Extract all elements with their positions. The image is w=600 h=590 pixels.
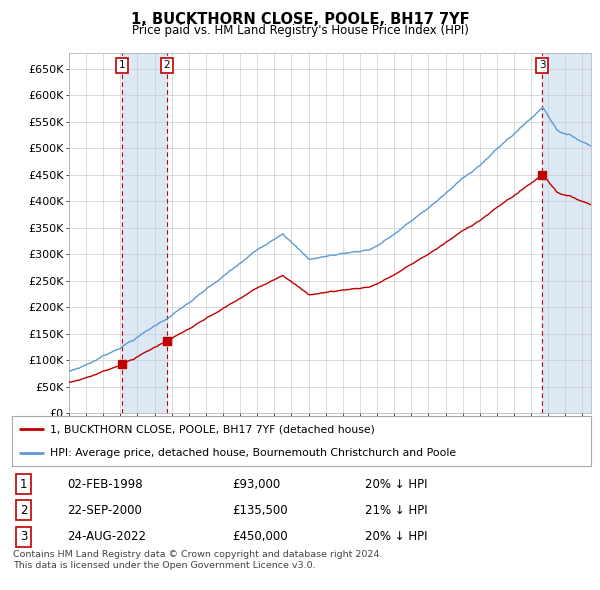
Text: 2: 2 [20,504,28,517]
Text: 1: 1 [119,60,125,70]
Text: 21% ↓ HPI: 21% ↓ HPI [365,504,428,517]
Text: This data is licensed under the Open Government Licence v3.0.: This data is licensed under the Open Gov… [13,560,316,569]
Text: 1: 1 [20,477,28,490]
Text: £450,000: £450,000 [232,530,287,543]
Text: 22-SEP-2000: 22-SEP-2000 [67,504,142,517]
Bar [122,53,167,413]
Text: 3: 3 [539,60,545,70]
Bar [542,53,591,413]
Text: Price paid vs. HM Land Registry's House Price Index (HPI): Price paid vs. HM Land Registry's House … [131,24,469,37]
Text: 02-FEB-1998: 02-FEB-1998 [67,477,143,490]
Text: 1, BUCKTHORN CLOSE, POOLE, BH17 7YF (detached house): 1, BUCKTHORN CLOSE, POOLE, BH17 7YF (det… [50,424,374,434]
Text: £93,000: £93,000 [232,477,280,490]
Text: 2: 2 [164,60,170,70]
Text: 20% ↓ HPI: 20% ↓ HPI [365,477,428,490]
Text: 1, BUCKTHORN CLOSE, POOLE, BH17 7YF: 1, BUCKTHORN CLOSE, POOLE, BH17 7YF [131,12,469,27]
Text: £135,500: £135,500 [232,504,287,517]
Text: 20% ↓ HPI: 20% ↓ HPI [365,530,428,543]
Text: HPI: Average price, detached house, Bournemouth Christchurch and Poole: HPI: Average price, detached house, Bour… [50,448,456,458]
Text: 3: 3 [20,530,27,543]
Text: 24-AUG-2022: 24-AUG-2022 [67,530,146,543]
Text: Contains HM Land Registry data © Crown copyright and database right 2024.: Contains HM Land Registry data © Crown c… [13,550,383,559]
